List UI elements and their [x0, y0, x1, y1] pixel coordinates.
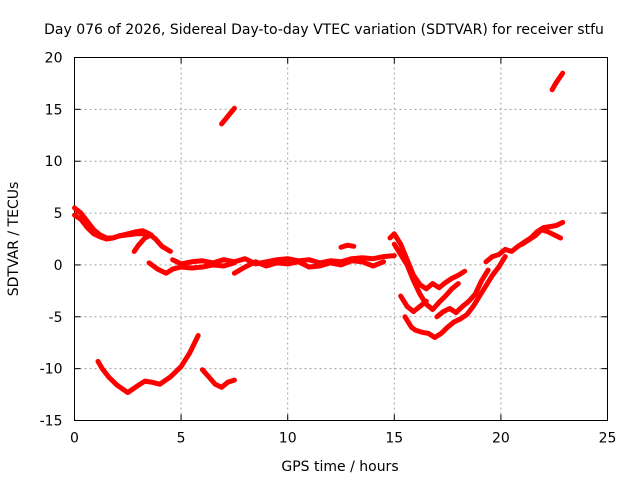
y-tick-label: 0: [54, 258, 63, 274]
plot-frame: [74, 57, 608, 421]
series-arc-17: [95, 333, 201, 395]
series-arc-4: [146, 260, 237, 276]
y-axis-label: SDTVAR / TECUs: [6, 182, 22, 297]
chart-title: Day 076 of 2026, Sidereal Day-to-day VTE…: [44, 22, 604, 38]
x-tick-label: 0: [70, 431, 79, 447]
y-tick-label: -15: [40, 414, 63, 430]
x-axis-label: GPS time / hours: [281, 459, 398, 475]
y-tick-label: 20: [45, 51, 63, 67]
series-arc-2: [72, 212, 148, 242]
series-arc-18: [199, 367, 237, 390]
series-arc-5: [170, 253, 397, 267]
series-arc-6: [231, 258, 387, 276]
x-tick-label: 25: [599, 431, 617, 447]
y-tick-label: 15: [45, 102, 63, 118]
series-arc-7: [338, 242, 357, 250]
series-arc-14: [519, 227, 564, 247]
y-tick-label: 5: [54, 206, 63, 222]
series-arc-10: [398, 293, 429, 315]
y-tick-label: 10: [45, 154, 63, 170]
x-tick-label: 15: [385, 431, 403, 447]
series-arc-3: [131, 232, 154, 254]
y-tick-label: -5: [49, 310, 63, 326]
series-arc-12: [434, 267, 491, 320]
series-arc-8: [387, 231, 468, 292]
series-arc-15: [549, 70, 566, 93]
x-tick-label: 10: [279, 431, 297, 447]
axis-ticks: 0 5 10 15 20 25 -15 -10 -5 0 5 10 15 20: [40, 51, 617, 447]
series-arc-16: [219, 105, 237, 127]
data-series: [72, 70, 566, 395]
x-tick-label: 5: [177, 431, 186, 447]
y-tick-label: -10: [40, 362, 63, 378]
x-tick-label: 20: [492, 431, 510, 447]
series-arc-11: [402, 254, 508, 340]
